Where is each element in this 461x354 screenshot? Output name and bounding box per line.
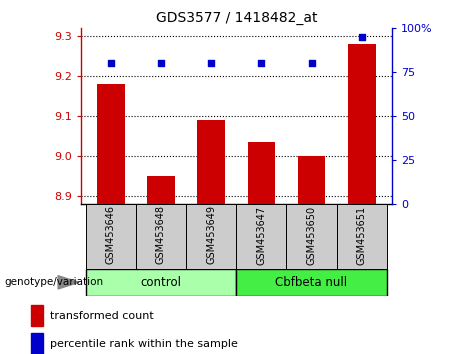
Text: genotype/variation: genotype/variation <box>5 277 104 287</box>
Bar <box>236 269 387 296</box>
Point <box>107 61 114 66</box>
Text: GSM453646: GSM453646 <box>106 205 116 264</box>
Text: GSM453651: GSM453651 <box>357 205 367 264</box>
Polygon shape <box>58 276 79 289</box>
Bar <box>286 204 337 269</box>
Text: GSM453649: GSM453649 <box>206 205 216 264</box>
Bar <box>236 204 286 269</box>
Point <box>157 61 165 66</box>
Text: Cbfbeta null: Cbfbeta null <box>276 276 348 289</box>
Text: percentile rank within the sample: percentile rank within the sample <box>51 339 238 349</box>
Text: transformed count: transformed count <box>51 311 154 321</box>
Bar <box>31 305 42 326</box>
Point <box>258 61 265 66</box>
Bar <box>97 84 124 204</box>
Bar <box>136 204 186 269</box>
Title: GDS3577 / 1418482_at: GDS3577 / 1418482_at <box>155 11 317 24</box>
Bar <box>86 204 136 269</box>
Bar <box>298 156 325 204</box>
Bar <box>186 204 236 269</box>
Text: control: control <box>141 276 182 289</box>
Bar <box>147 176 175 204</box>
Point <box>308 61 315 66</box>
Text: GSM453648: GSM453648 <box>156 205 166 264</box>
Bar <box>31 333 42 354</box>
Bar <box>248 142 275 204</box>
Bar <box>197 120 225 204</box>
Point <box>207 61 215 66</box>
Point <box>358 34 366 40</box>
Text: GSM453650: GSM453650 <box>307 205 317 264</box>
Bar <box>337 204 387 269</box>
Text: GSM453647: GSM453647 <box>256 205 266 264</box>
Bar <box>348 44 376 204</box>
Bar <box>86 269 236 296</box>
